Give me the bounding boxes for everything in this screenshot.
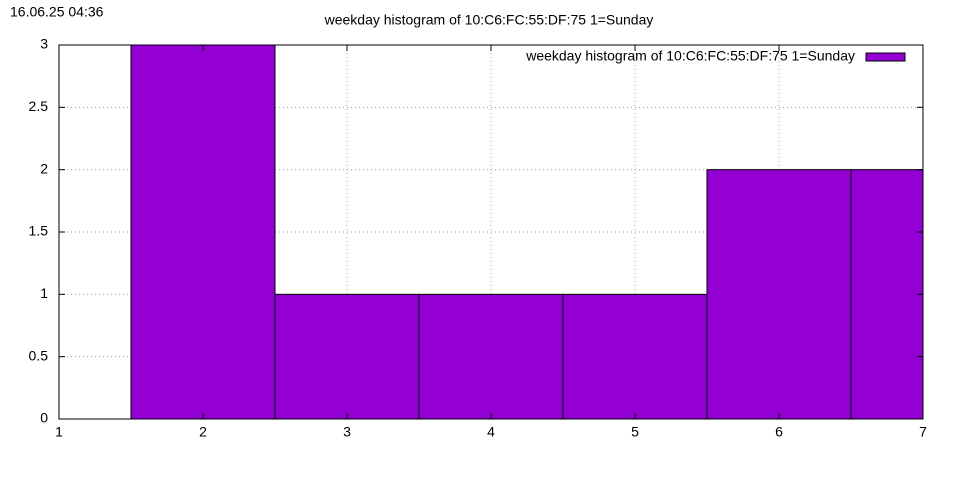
bar xyxy=(562,293,708,419)
legend-swatch xyxy=(865,52,906,62)
x-tick-label: 4 xyxy=(487,424,495,440)
axes: 0 0.5 1 1.5 2 2.5 3 1 2 3 4 5 6 7 weekday histogram of… xyxy=(29,36,928,440)
bar xyxy=(850,169,923,419)
legend-label: weekday histogram of 10:C6:FC:55:DF:75 1… xyxy=(525,48,855,64)
plot-border xyxy=(58,44,924,420)
bars xyxy=(130,45,923,419)
x-tick-label: 2 xyxy=(199,424,207,440)
chart-title: weekday histogram of 10:C6:FC:55:DF:75 1… xyxy=(324,12,654,28)
x-tick-label: 6 xyxy=(775,424,783,440)
x-tick-label: 7 xyxy=(919,424,927,440)
y-tick-label: 1.5 xyxy=(29,223,49,239)
y-tick-label: 2.5 xyxy=(29,98,49,114)
x-tick-label: 5 xyxy=(631,424,639,440)
x-tick-label: 3 xyxy=(343,424,351,440)
bar xyxy=(274,293,420,419)
timestamp: 16.06.25 04:36 xyxy=(10,4,104,20)
bar xyxy=(706,169,852,419)
y-tick-label: 1 xyxy=(40,285,48,301)
x-tick-label: 1 xyxy=(55,424,63,440)
y-tick-label: 2 xyxy=(40,160,48,176)
bar xyxy=(418,293,564,419)
y-tick-label: 3 xyxy=(40,36,48,52)
bar xyxy=(130,45,276,419)
y-tick-label: 0.5 xyxy=(29,347,49,363)
y-tick-label: 0 xyxy=(40,410,48,426)
